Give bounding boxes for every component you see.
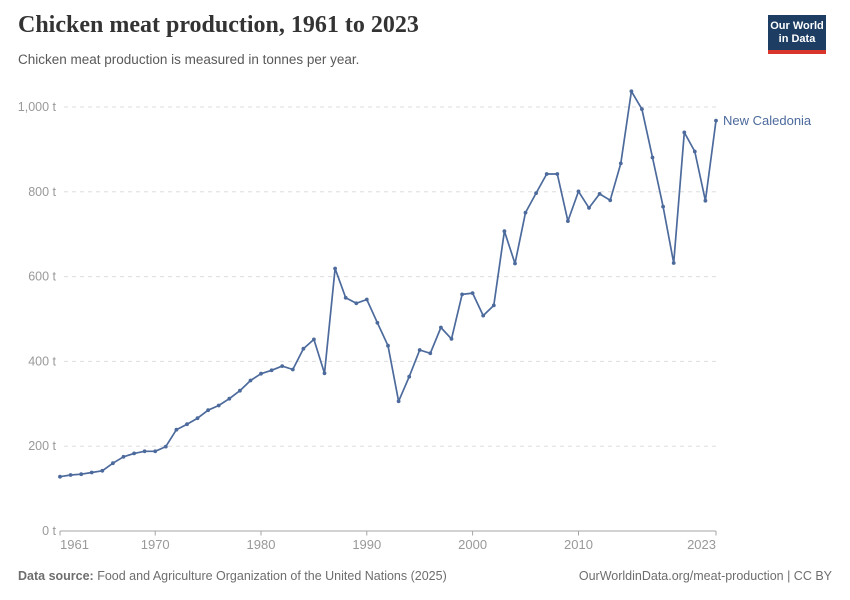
data-point — [523, 210, 528, 215]
data-point — [449, 337, 454, 341]
data-point — [714, 118, 718, 123]
data-point — [386, 343, 390, 348]
y-tick-label: 400 t — [28, 354, 56, 368]
data-point — [608, 198, 613, 203]
x-tick-label: 1990 — [352, 537, 381, 552]
data-point — [650, 155, 655, 160]
data-point — [375, 320, 380, 325]
data-point — [68, 473, 73, 477]
data-point — [618, 161, 623, 166]
data-point — [396, 399, 401, 404]
y-tick-label: 200 t — [28, 439, 56, 453]
data-point — [544, 172, 549, 176]
data-point — [513, 261, 517, 266]
data-line — [59, 90, 717, 478]
data-point — [428, 351, 433, 356]
x-tick-label: 2000 — [458, 537, 487, 552]
data-point — [238, 388, 242, 393]
data-point — [555, 172, 560, 176]
datasource-label: Data source: — [18, 569, 94, 583]
data-point — [491, 303, 496, 308]
data-point — [153, 449, 158, 454]
data-point — [280, 364, 285, 368]
data-point — [79, 472, 84, 477]
data-point — [597, 192, 602, 196]
data-point — [333, 266, 337, 271]
y-tick-label: 800 t — [28, 185, 56, 199]
credit-link[interactable]: OurWorldinData.org/meat-production | CC … — [578, 569, 832, 583]
x-tick-label: 1961 — [60, 537, 89, 552]
data-point — [566, 219, 570, 224]
data-point — [163, 444, 168, 449]
data-point — [439, 325, 443, 330]
data-point — [576, 189, 581, 194]
data-point — [587, 206, 591, 210]
data-point — [354, 301, 359, 306]
y-tick-label: 600 t — [28, 270, 56, 284]
data-point — [58, 474, 62, 479]
data-point — [121, 454, 126, 459]
data-point — [269, 368, 274, 373]
datasource: Data source: Food and Agriculture Organi… — [18, 569, 447, 583]
chart-subtitle: Chicken meat production is measured in t… — [18, 52, 360, 67]
data-point — [111, 461, 115, 466]
x-tick-label: 1970 — [141, 537, 170, 552]
owid-logo-line2: in Data — [778, 33, 816, 45]
data-point — [174, 427, 179, 432]
data-point — [89, 470, 94, 475]
data-point — [227, 396, 232, 401]
y-tick-label: 1,000 t — [18, 100, 57, 114]
data-point — [671, 261, 676, 265]
x-tick-label: 1980 — [247, 537, 276, 552]
data-point — [682, 130, 687, 135]
owid-logo: Our World in Data — [768, 15, 826, 54]
data-point — [692, 149, 697, 154]
data-point — [407, 374, 412, 379]
data-point — [248, 378, 253, 383]
data-point — [343, 295, 348, 300]
data-point — [470, 291, 475, 295]
data-point — [312, 337, 316, 342]
data-point — [322, 371, 327, 376]
data-point — [481, 313, 486, 318]
data-point — [206, 408, 211, 413]
data-point — [259, 371, 263, 376]
data-point — [640, 107, 644, 111]
data-point — [195, 416, 200, 421]
page-title: Chicken meat production, 1961 to 2023 — [18, 12, 419, 38]
data-point — [185, 422, 189, 427]
x-tick-label: 2023 — [687, 537, 716, 552]
data-point — [502, 229, 507, 234]
data-point — [216, 403, 221, 408]
datasource-value: Food and Agriculture Organization of the… — [97, 569, 447, 583]
data-point — [301, 346, 306, 351]
data-point — [460, 292, 464, 297]
data-point — [417, 348, 422, 352]
data-point — [142, 449, 147, 454]
data-point — [703, 198, 708, 203]
data-point — [534, 191, 538, 196]
data-point — [132, 451, 137, 456]
data-point — [100, 468, 105, 473]
data-point — [629, 89, 634, 94]
data-point — [661, 204, 665, 209]
data-point — [364, 297, 369, 302]
data-point — [290, 367, 295, 372]
y-tick-label: 0 t — [42, 524, 56, 538]
owid-logo-line1: Our World — [770, 20, 824, 32]
x-tick-label: 2010 — [564, 537, 593, 552]
entity-label: New Caledonia — [723, 113, 812, 128]
